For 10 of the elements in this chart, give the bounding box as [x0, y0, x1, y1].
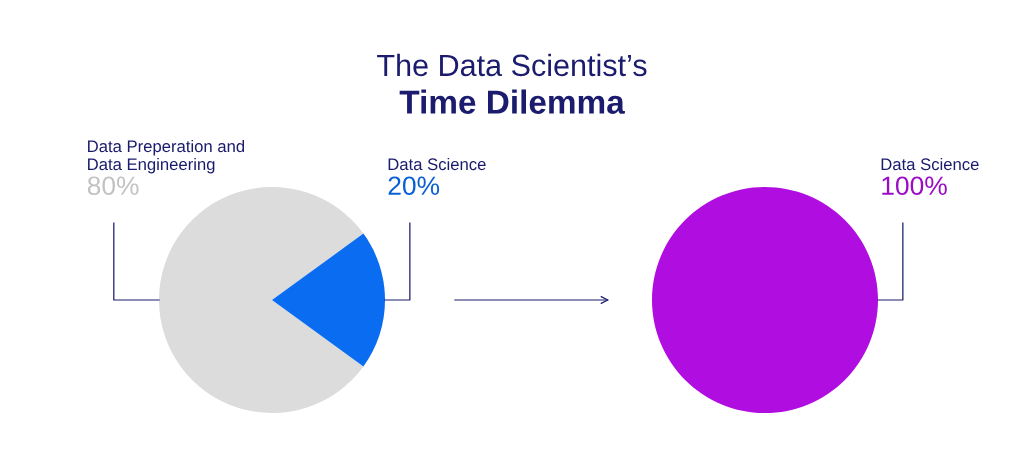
slice-label: Data Science: [388, 157, 486, 171]
slice-label: Data Preperation and Data Engineering: [88, 139, 245, 174]
pie-slice: [272, 233, 385, 367]
data-label: 100%: [882, 176, 947, 196]
slice-label: Data Science: [881, 157, 979, 171]
chart-title: The Data Scientist’s: [377, 53, 647, 77]
chart-subtitle: Time Dilemma: [399, 89, 625, 114]
pie-slice: [159, 187, 364, 413]
data-label: 80%: [87, 176, 139, 196]
data-label: 20%: [388, 176, 440, 196]
